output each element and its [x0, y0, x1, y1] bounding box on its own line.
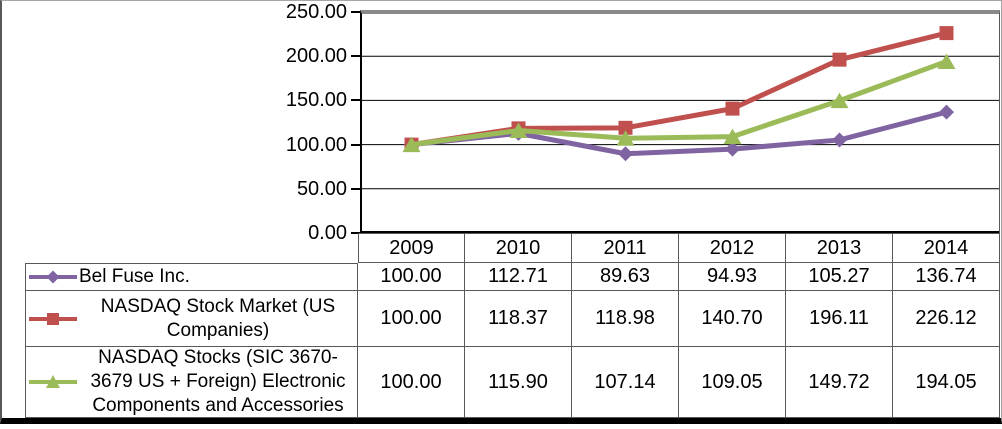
table-corner-spacer [25, 233, 358, 263]
y-axis-tick-mark [351, 99, 360, 102]
year-header-cell: 2014 [893, 233, 1000, 263]
square-marker-icon [832, 52, 847, 67]
value-cell: 100.00 [358, 291, 465, 347]
year-header-cell: 2010 [465, 233, 572, 263]
legend-series-label: Bel Fuse Inc. [79, 266, 190, 287]
year-header-cell: 2012 [679, 233, 786, 263]
y-axis-tick-label: 50.00 [296, 177, 347, 200]
legend-series-label: NASDAQ Stocks (SIC 3670- 3679 US + Foreig… [90, 347, 346, 416]
value-cell: 194.05 [893, 347, 1000, 418]
value-cell: 118.98 [572, 291, 679, 347]
plot-svg [362, 26, 999, 233]
plot-area [360, 10, 1000, 233]
value-cell: 196.11 [786, 291, 893, 347]
y-axis-tick-mark [351, 187, 360, 190]
year-header-cell: 2009 [358, 233, 465, 263]
value-cell: 115.90 [465, 347, 572, 418]
value-cell: 107.14 [572, 347, 679, 418]
value-cell: 149.72 [786, 347, 893, 418]
diamond-marker-icon [939, 104, 954, 120]
triangle-marker-icon [616, 130, 635, 146]
triangle-marker-icon [937, 53, 956, 69]
triangle-marker-icon [509, 122, 528, 139]
value-cell: 94.93 [679, 263, 786, 291]
value-cell: 100.00 [358, 263, 465, 291]
square-marker-icon [939, 26, 954, 41]
series-markers-2 [402, 53, 956, 153]
y-axis-tick-mark [351, 232, 360, 234]
legend-cell: NASDAQ Stocks (SIC 3670- 3679 US + Foreig… [25, 347, 358, 418]
y-axis-tick-label: 0.00 [308, 222, 347, 244]
value-cell: 118.37 [465, 291, 572, 347]
y-axis-tick-label: 150.00 [285, 89, 347, 112]
legend-cell: NASDAQ Stock Market (US Companies) [25, 291, 358, 347]
year-header-cell: 2013 [786, 233, 893, 263]
y-axis-tick-label: 250.00 [285, 1, 347, 23]
y-axis-tick-label: 200.00 [285, 45, 347, 68]
triangle-marker-icon [830, 92, 849, 109]
triangle-marker-icon [402, 136, 421, 153]
value-cell: 136.74 [893, 263, 1000, 291]
y-axis-tick-mark [351, 11, 360, 13]
square-marker-icon [725, 101, 740, 116]
y-axis-tick-mark [351, 55, 360, 58]
value-cell: 112.71 [465, 263, 572, 291]
performance-data-table: 2009 2010 2011 2012 2013 2014 Bel Fuse Inc. 10… [25, 233, 1000, 418]
legend-series-label: NASDAQ Stock Market (US Companies) [100, 295, 336, 341]
value-cell: 89.63 [572, 263, 679, 291]
diamond-marker-icon [725, 141, 740, 157]
diamond-marker-icon [832, 132, 847, 148]
value-cell: 100.00 [358, 347, 465, 418]
legend-cell: Bel Fuse Inc. [25, 263, 358, 291]
y-axis-tick-label: 100.00 [285, 133, 347, 156]
legend-square-icon [29, 312, 77, 325]
year-header-cell: 2011 [572, 233, 679, 263]
square-marker-icon [618, 120, 633, 135]
value-cell: 109.05 [679, 347, 786, 418]
value-cell: 105.27 [786, 263, 893, 291]
value-cell: 226.12 [893, 291, 1000, 347]
value-cell: 140.70 [679, 291, 786, 347]
series-line-2 [411, 59, 948, 148]
legend-triangle-icon [29, 375, 77, 388]
triangle-marker-icon [723, 128, 742, 145]
y-axis-tick-mark [351, 143, 360, 146]
diamond-marker-icon [618, 146, 633, 162]
legend-diamond-icon [29, 270, 77, 284]
